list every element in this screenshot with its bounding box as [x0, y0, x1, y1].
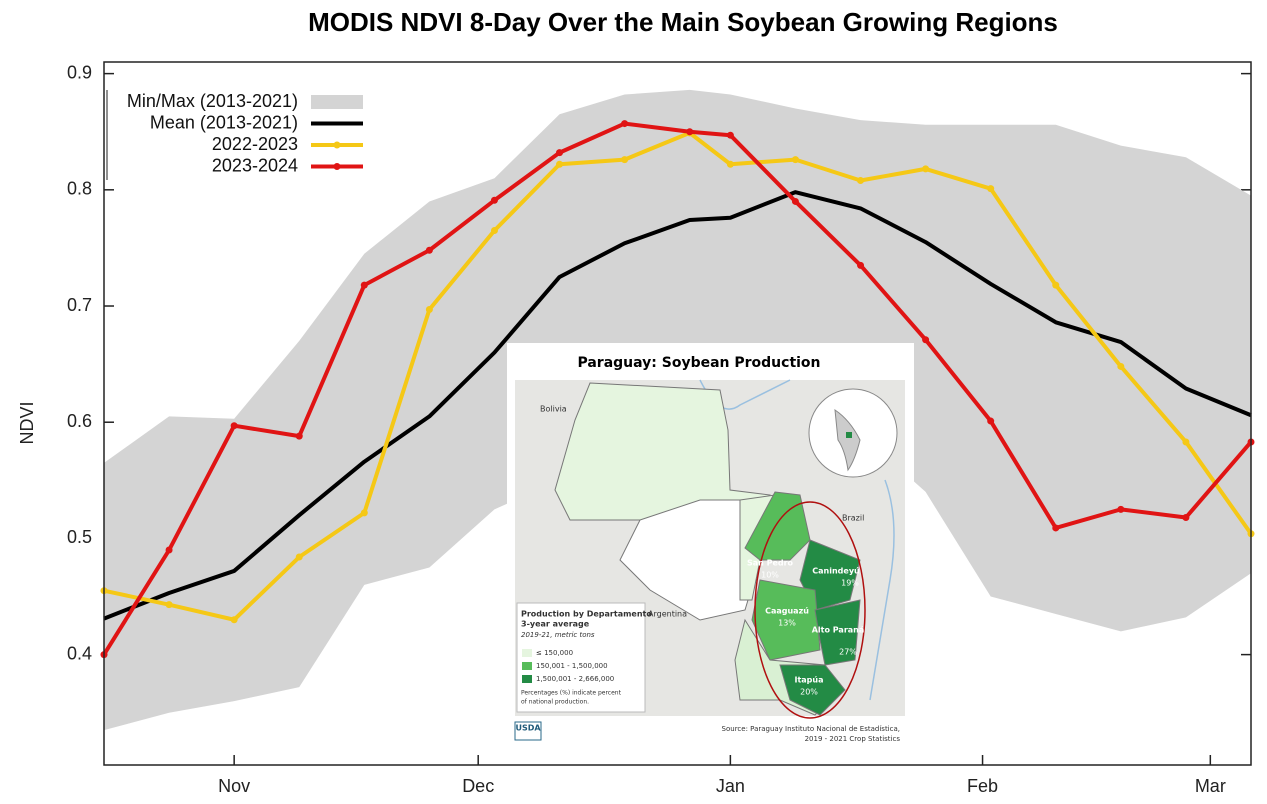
source-text: Source: Paraguay Instituto Nacional de E…	[722, 725, 900, 733]
region-share: 19%	[841, 579, 859, 588]
series-marker	[360, 509, 368, 517]
region-itapua	[779, 664, 846, 716]
region-share: 27%	[839, 648, 857, 657]
y-tick-label: 0.5	[67, 527, 92, 547]
y-tick-label: 0.4	[67, 643, 92, 663]
map-legend-swatch	[522, 662, 532, 670]
region-alto-parana	[814, 599, 861, 666]
y-axis-label: NDVI	[17, 401, 37, 444]
country-label: Bolivia	[540, 405, 567, 414]
river	[869, 479, 895, 701]
logo-text: USDA	[515, 724, 541, 733]
series-marker	[490, 226, 498, 234]
series-marker	[1052, 281, 1060, 289]
map-legend-swatch	[522, 675, 532, 683]
y-tick-label: 0.8	[67, 179, 92, 199]
series-marker	[621, 120, 629, 128]
x-tick-label: Feb	[967, 776, 998, 796]
series-marker	[1052, 524, 1060, 532]
map-legend-subtitle: 3-year average	[521, 620, 590, 629]
globe-paraguay	[846, 432, 852, 438]
x-tick-label: Dec	[462, 776, 494, 796]
series-marker	[230, 616, 238, 624]
series-marker	[922, 165, 930, 173]
map-legend-item: ≤ 150,000	[536, 649, 573, 657]
country-label: Brazil	[842, 514, 864, 523]
y-tick-label: 0.9	[67, 62, 92, 82]
region-label: San Pedro	[747, 559, 794, 568]
series-marker	[295, 553, 303, 561]
globe-continent	[834, 408, 861, 472]
map-legend-box	[516, 602, 646, 713]
region-share: 20%	[800, 688, 818, 697]
region-label: Itapúa	[794, 676, 823, 685]
series-marker	[686, 128, 694, 136]
country-label: Argentina	[648, 610, 687, 619]
series-marker	[987, 417, 995, 425]
legend-label: Min/Max (2013-2021)	[127, 91, 298, 111]
series-marker	[295, 432, 303, 440]
series-marker	[726, 160, 734, 168]
map-legend-footnote: Percentages (%) indicate percent	[521, 690, 622, 697]
series-marker	[791, 197, 799, 205]
region-share: 13%	[778, 619, 796, 628]
x-tick-label: Jan	[716, 776, 745, 796]
series-marker	[556, 160, 564, 168]
legend-marker	[333, 141, 341, 149]
x-tick-label: Nov	[218, 776, 250, 796]
y-tick-label: 0.6	[67, 411, 92, 431]
region-share: 10%	[761, 571, 779, 580]
y-tick-label: 0.7	[67, 295, 92, 315]
region-san-pedro	[744, 491, 811, 561]
series-marker	[922, 336, 930, 344]
legend-label: 2023-2024	[212, 155, 298, 175]
series-marker	[1117, 362, 1125, 370]
map-legend-title: Production by Departamento	[521, 610, 652, 619]
series-marker	[857, 177, 865, 185]
region-label: Canindeyú	[812, 567, 860, 576]
map-legend-swatch	[522, 649, 532, 657]
series-marker	[987, 185, 995, 193]
region-label: Alto Paraná	[812, 626, 865, 635]
series-marker	[425, 246, 433, 254]
series-marker	[425, 306, 433, 314]
series-marker	[165, 546, 173, 554]
series-marker	[1182, 513, 1190, 521]
map-legend-item: 150,001 - 1,500,000	[536, 662, 608, 670]
chart-title: MODIS NDVI 8-Day Over the Main Soybean G…	[308, 7, 1058, 37]
series-marker	[857, 261, 865, 269]
highlight-ellipse	[754, 501, 866, 719]
map-legend-note: 2019-21, metric tons	[521, 631, 595, 639]
series-marker	[726, 131, 734, 139]
legend-label: 2022-2023	[212, 134, 298, 154]
map-legend-footnote: of national production.	[521, 699, 589, 706]
map-legend-item: 1,500,001 - 2,666,000	[536, 675, 614, 683]
region-central	[619, 499, 761, 621]
series-marker	[791, 156, 799, 164]
x-tick-label: Mar	[1195, 776, 1226, 796]
series-marker	[490, 196, 498, 204]
region-label: Caaguazú	[765, 607, 809, 616]
series-marker	[230, 422, 238, 430]
legend-swatch	[311, 95, 363, 109]
legend-marker	[333, 163, 341, 170]
source-text: 2019 - 2021 Crop Statistics	[805, 735, 901, 743]
region-caaguazu	[751, 579, 821, 661]
series-marker	[556, 149, 564, 157]
inset-map: Paraguay: Soybean Production Bolivia Braz…	[507, 343, 914, 745]
logo-frame	[514, 721, 542, 741]
series-line	[103, 190, 1252, 621]
legend-label: Mean (2013-2021)	[150, 112, 298, 132]
inset-title: Paraguay: Soybean Production	[577, 355, 820, 371]
series-marker	[165, 601, 173, 609]
series-marker	[1182, 438, 1190, 446]
legend: Min/Max (2013-2021)Mean (2013-2021)2022-…	[106, 90, 363, 180]
series-marker	[621, 156, 629, 164]
plot-frame	[103, 61, 1252, 766]
series-marker	[360, 281, 368, 289]
series-marker	[1117, 505, 1125, 513]
